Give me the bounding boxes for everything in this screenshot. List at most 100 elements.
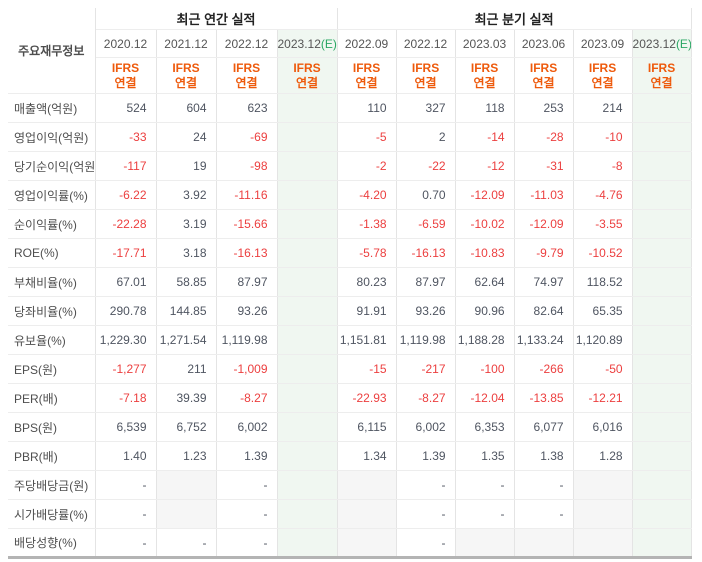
value-cell: 24: [155, 122, 217, 152]
row-label: EPS(원): [8, 354, 96, 384]
row-label: 시가배당률(%): [8, 499, 96, 529]
value-cell: -16.13: [395, 238, 456, 268]
value-cell: 604: [155, 93, 217, 123]
accounting-standard-label: IFRS: [232, 60, 261, 75]
value-cell: -: [155, 528, 217, 558]
value-cell: -6.22: [94, 180, 157, 210]
section-header-row: 주요재무정보 최근 연간 실적 최근 분기 실적: [8, 8, 692, 94]
value-cell: 87.97: [395, 267, 456, 297]
value-cell: 6,016: [572, 412, 633, 442]
consolidation-scope-label: 연결: [591, 75, 614, 90]
table-row: 순이익률(%) -22.28 3.19 -15.66 -1.38 -6.59 -10.02-…: [8, 209, 692, 239]
estimate-marker: (E): [320, 36, 337, 51]
value-cell: -4.20: [336, 180, 397, 210]
value-cell: -12.09: [454, 180, 515, 210]
period-label: 2023.06: [521, 36, 566, 51]
value-cell: 67.01: [94, 267, 157, 297]
value-cell: 1,133.24: [513, 325, 574, 355]
value-cell: -12.04: [454, 383, 515, 413]
value-cell: -10.02: [454, 209, 515, 239]
value-cell: -8: [572, 151, 633, 181]
table-row: 영업이익(억원) -33 24 -69 -5 2 -14 -28 -10: [8, 122, 692, 152]
period-header: 2023.12(E): [276, 29, 338, 58]
value-cell: [336, 470, 397, 500]
value-cell: 118: [454, 93, 515, 123]
value-cell: -28: [513, 122, 574, 152]
table-row: PER(배) -7.18 39.39 -8.27 -22.93 -8.27 -12.04 -1…: [8, 383, 692, 413]
value-cell: [276, 296, 338, 326]
value-cell: [631, 209, 692, 239]
accounting-standard-label: IFRS: [470, 60, 499, 75]
value-cell: 327: [395, 93, 456, 123]
value-cell: -11.03: [513, 180, 574, 210]
value-cell: -266: [513, 354, 574, 384]
row-label: 부채비율(%): [8, 267, 96, 297]
value-cell: -5: [336, 122, 397, 152]
value-cell: -: [454, 470, 515, 500]
value-cell: [631, 151, 692, 181]
value-cell: [276, 267, 338, 297]
table-row: 배당성향(%) - - - -: [8, 528, 692, 558]
value-cell: [276, 151, 338, 181]
value-cell: 6,115: [336, 412, 397, 442]
value-cell: [631, 180, 692, 210]
value-cell: 1.35: [454, 441, 515, 471]
value-cell: 290.78: [94, 296, 157, 326]
value-cell: 3.18: [155, 238, 217, 268]
value-cell: -4.76: [572, 180, 633, 210]
value-cell: 0.70: [395, 180, 456, 210]
value-cell: -: [94, 499, 157, 529]
row-label: 당기순이익(억원): [8, 151, 96, 181]
value-cell: 1,119.98: [395, 325, 456, 355]
value-cell: [631, 528, 692, 558]
row-label: 당좌비율(%): [8, 296, 96, 326]
value-cell: -33: [94, 122, 157, 152]
value-cell: 93.26: [395, 296, 456, 326]
value-cell: -14: [454, 122, 515, 152]
value-cell: -31: [513, 151, 574, 181]
value-cell: -3.55: [572, 209, 633, 239]
period-header: 2020.12: [94, 29, 157, 58]
value-cell: 91.91: [336, 296, 397, 326]
value-cell: -22: [395, 151, 456, 181]
financial-table: 주요재무정보 최근 연간 실적 최근 분기 실적 2020.12 2021.12 2…: [8, 8, 692, 559]
period-label: 2023.12: [632, 36, 676, 51]
accounting-standard-label: IFRS: [588, 60, 617, 75]
value-cell: -69: [215, 122, 278, 152]
value-cell: 3.92: [155, 180, 217, 210]
value-cell: 1.38: [513, 441, 574, 471]
value-cell: 62.64: [454, 267, 515, 297]
value-cell: [276, 499, 338, 529]
value-cell: -: [215, 528, 278, 558]
row-label: PER(배): [8, 383, 96, 413]
value-cell: -1.38: [336, 209, 397, 239]
value-cell: [276, 93, 338, 123]
value-cell: 2: [395, 122, 456, 152]
consolidation-scope-label: 연결: [473, 75, 496, 90]
value-cell: -15: [336, 354, 397, 384]
value-cell: [276, 122, 338, 152]
value-cell: 6,077: [513, 412, 574, 442]
value-cell: -: [395, 528, 456, 558]
value-cell: 1,188.28: [454, 325, 515, 355]
value-cell: [631, 296, 692, 326]
value-cell: 65.35: [572, 296, 633, 326]
value-cell: 1.23: [155, 441, 217, 471]
value-cell: -217: [395, 354, 456, 384]
value-cell: [631, 238, 692, 268]
row-label: PBR(배): [8, 441, 96, 471]
value-cell: -: [395, 499, 456, 529]
value-cell: -17.71: [94, 238, 157, 268]
accounting-standard-label: IFRS: [172, 60, 200, 75]
value-cell: -22.28: [94, 209, 157, 239]
accounting-standard-label: IFRS: [411, 60, 440, 75]
value-cell: 1.39: [215, 441, 278, 471]
value-cell: 1,151.81: [336, 325, 397, 355]
accounting-standard-label: IFRS: [647, 60, 676, 75]
value-cell: -12: [454, 151, 515, 181]
value-cell: [631, 470, 692, 500]
period-header: 2023.09: [572, 29, 633, 58]
value-cell: 6,752: [155, 412, 217, 442]
value-cell: -100: [454, 354, 515, 384]
value-cell: 1,119.98: [215, 325, 278, 355]
